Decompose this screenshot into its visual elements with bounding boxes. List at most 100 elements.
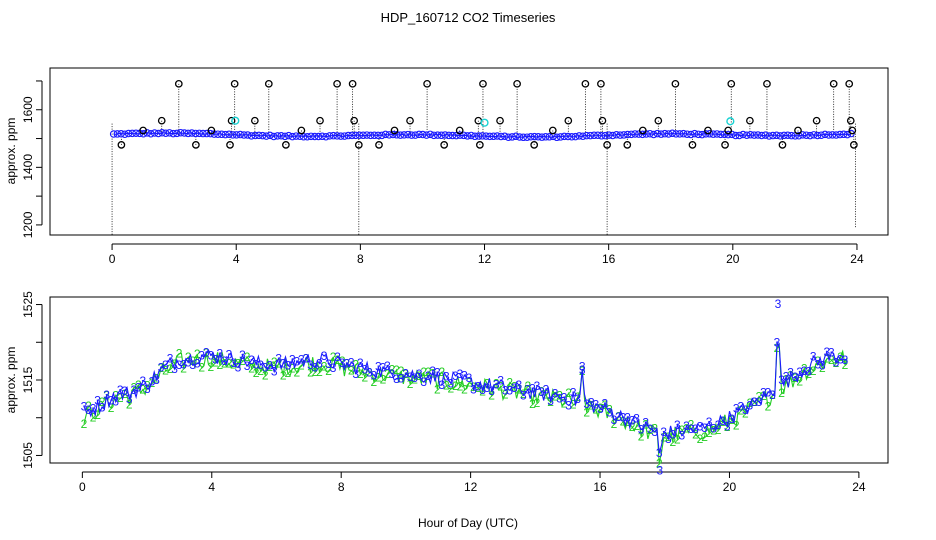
top-series-blue-point bbox=[538, 133, 546, 141]
bottom-series-3-marker: 3 bbox=[769, 388, 776, 402]
top-series-blue-point bbox=[448, 131, 457, 140]
top-series-blue-point bbox=[430, 131, 438, 140]
bottom-series-3-marker: 3 bbox=[488, 384, 495, 398]
bottom-series-2-marker: 2 bbox=[294, 366, 301, 380]
top-series-blue-point bbox=[150, 129, 159, 137]
bottom-series-3-marker: 3 bbox=[185, 355, 192, 369]
bottom-series-3-marker: 3 bbox=[162, 358, 169, 372]
top-series-black-point-46 bbox=[763, 79, 771, 88]
bottom-series-3-marker: 3 bbox=[792, 370, 799, 384]
top-series-blue-point bbox=[757, 131, 766, 140]
top-series-blue-point bbox=[608, 131, 617, 140]
bottom-series-3-marker: 3 bbox=[579, 363, 586, 377]
bottom-series-2-marker: 2 bbox=[624, 415, 631, 429]
bottom-series-2-marker: 2 bbox=[683, 422, 690, 436]
bottom-series-2-marker: 2 bbox=[298, 358, 305, 372]
bottom-series-3-marker: 3 bbox=[117, 383, 124, 397]
bottom-x-tick-label-16: 16 bbox=[593, 480, 607, 494]
bottom-series-2-marker: 2 bbox=[629, 420, 636, 434]
bottom-series-2-marker: 2 bbox=[488, 388, 495, 402]
top-series-blue-point bbox=[623, 130, 632, 139]
bottom-series-3-marker: 3 bbox=[683, 419, 690, 433]
top-x-tick-label-0: 0 bbox=[109, 252, 116, 266]
top-series-blue-point bbox=[456, 131, 464, 139]
bottom-series-2-marker: 2 bbox=[239, 354, 246, 368]
top-series-blue-point bbox=[474, 132, 483, 140]
top-x-tick-label-16: 16 bbox=[602, 252, 616, 266]
bottom-series-2-marker: 2 bbox=[352, 358, 359, 372]
bottom-series-2-marker: 2 bbox=[212, 356, 219, 370]
bottom-series-3-marker: 3 bbox=[203, 345, 210, 359]
bottom-series-2-marker: 2 bbox=[457, 379, 464, 393]
bottom-series-2-marker: 2 bbox=[194, 347, 201, 361]
top-series-blue-point bbox=[810, 131, 818, 139]
bottom-series-2-marker: 2 bbox=[602, 398, 609, 412]
bottom-series-3-marker: 3 bbox=[493, 377, 500, 391]
bottom-series-3-marker: 3 bbox=[393, 372, 400, 386]
bottom-series-3-marker: 3 bbox=[371, 368, 378, 382]
bottom-series-3-marker: 3 bbox=[158, 360, 165, 374]
bottom-series-3-marker: 3 bbox=[805, 364, 812, 378]
bottom-series-3-marker: 3 bbox=[420, 375, 427, 389]
top-series-black-point-10 bbox=[264, 79, 273, 88]
bottom-series-3-marker: 3 bbox=[484, 381, 491, 395]
bottom-series-3-marker: 3 bbox=[289, 353, 296, 367]
top-series-blue-point bbox=[582, 131, 591, 140]
bottom-series-3-marker: 3 bbox=[656, 446, 663, 460]
top-y-tick-label-1600: 1600 bbox=[21, 96, 35, 123]
bottom-series-2-marker: 2 bbox=[448, 382, 455, 396]
top-series-blue-point bbox=[366, 131, 375, 140]
bottom-series-2-marker: 2 bbox=[452, 379, 459, 393]
bottom-series-3-marker: 3 bbox=[615, 410, 622, 424]
top-series-black-point-12 bbox=[297, 126, 306, 135]
bottom-series-2-marker: 2 bbox=[837, 350, 844, 364]
bottom-series-3-marker: 3 bbox=[837, 353, 844, 367]
top-series-blue-point bbox=[307, 132, 315, 141]
top-series-black-point-2 bbox=[157, 116, 166, 125]
top-series-blue-point bbox=[247, 132, 256, 140]
top-y-tick-label-1400: 1400 bbox=[21, 154, 35, 181]
top-series-blue-point bbox=[471, 132, 479, 141]
top-series-black-point-8 bbox=[230, 79, 239, 88]
top-series-blue-point bbox=[661, 129, 669, 138]
top-series-blue-point bbox=[553, 133, 561, 142]
top-series-blue-point bbox=[724, 130, 732, 139]
bottom-series-2-marker: 2 bbox=[262, 368, 269, 382]
top-series-blue-point bbox=[351, 131, 360, 140]
bottom-series-2-marker: 2 bbox=[733, 419, 740, 433]
bottom-series-3-marker: 3 bbox=[244, 359, 251, 373]
bottom-plot-frame bbox=[49, 296, 889, 464]
top-series-blue-point bbox=[489, 132, 498, 141]
bottom-series-3-marker: 3 bbox=[552, 387, 559, 401]
bottom-series-2-marker: 2 bbox=[135, 378, 142, 392]
bottom-series-2-marker: 2 bbox=[760, 389, 767, 403]
bottom-series-3-marker: 3 bbox=[669, 427, 676, 441]
top-series-blue-point bbox=[836, 130, 844, 139]
bottom-series-2-marker: 2 bbox=[810, 364, 817, 378]
top-series-blue-point bbox=[251, 131, 259, 140]
bottom-series-3-marker: 3 bbox=[149, 375, 156, 389]
bottom-series-2-marker: 2 bbox=[506, 376, 513, 390]
bottom-series-3-marker: 3 bbox=[592, 397, 599, 411]
bottom-series-2-marker: 2 bbox=[307, 365, 314, 379]
bottom-series-2-marker: 2 bbox=[697, 432, 704, 446]
top-panel: 0 4 8 12 16 20 24 1200 1400 1600 approx. ppm bbox=[4, 67, 889, 266]
bottom-series-3-marker: 3 bbox=[316, 356, 323, 370]
top-series-blue-point bbox=[605, 131, 613, 139]
bottom-series-2-marker: 2 bbox=[642, 417, 649, 431]
top-series-blue-point bbox=[672, 130, 680, 138]
bottom-series-2-marker: 2 bbox=[339, 354, 346, 368]
top-series-black-point-4 bbox=[192, 141, 200, 149]
top-series-cyan-point-0 bbox=[231, 116, 240, 125]
bottom-series-2-marker: 2 bbox=[248, 362, 255, 376]
top-series-black-point-32 bbox=[581, 79, 590, 88]
bottom-series-3-marker: 3 bbox=[633, 411, 640, 425]
bottom-series-2-marker: 2 bbox=[746, 396, 753, 410]
bottom-series-2-marker: 2 bbox=[466, 376, 473, 390]
top-series-blue-point bbox=[240, 131, 248, 139]
bottom-series-3-marker: 3 bbox=[348, 356, 355, 370]
bottom-series-2-marker: 2 bbox=[574, 390, 581, 404]
bottom-series-3-marker: 3 bbox=[375, 360, 382, 374]
bottom-series-2-marker: 2 bbox=[280, 369, 287, 383]
bottom-series-3-marker: 3 bbox=[171, 362, 178, 376]
